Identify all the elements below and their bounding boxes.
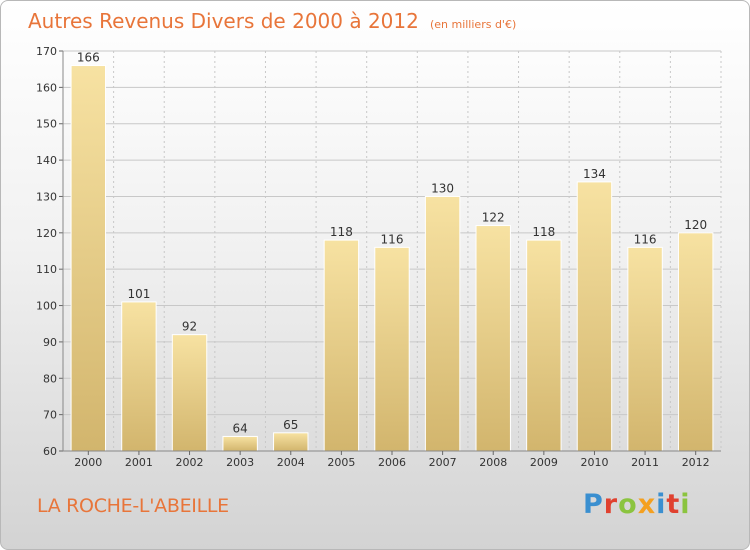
logo-letter: x <box>637 489 657 520</box>
chart-title: Autres Revenus Divers de 2000 à 2012 (en… <box>28 9 516 33</box>
x-tick-label: 2004 <box>277 456 305 469</box>
chart-title-text: Autres Revenus Divers de 2000 à 2012 <box>28 9 419 33</box>
bar-2003 <box>222 435 258 452</box>
y-tick-label: 80 <box>43 372 57 385</box>
y-tick-label: 100 <box>36 300 57 313</box>
x-tick-label: 2010 <box>580 456 608 469</box>
bar-value-label: 116 <box>381 232 404 246</box>
y-tick-label: 130 <box>36 190 57 203</box>
bar-2001 <box>121 301 157 452</box>
commune-name: LA ROCHE-L'ABEILLE <box>37 495 229 517</box>
x-tick-label: 2011 <box>631 456 659 469</box>
bar-value-label: 120 <box>684 218 707 232</box>
y-tick-label: 140 <box>36 154 57 167</box>
x-tick-label: 2006 <box>378 456 406 469</box>
x-tick-label: 2005 <box>327 456 355 469</box>
x-tick-label: 2002 <box>176 456 204 469</box>
y-tick-label: 110 <box>36 263 57 276</box>
x-tick-label: 2001 <box>125 456 153 469</box>
x-tick-label: 2003 <box>226 456 254 469</box>
y-tick-label: 60 <box>43 445 57 458</box>
logo-letter: P <box>583 489 604 520</box>
logo-letter: i <box>656 489 667 520</box>
y-tick-label: 70 <box>43 409 57 422</box>
bar-value-label: 166 <box>77 51 100 65</box>
bar-value-label: 116 <box>634 232 657 246</box>
bar-value-label: 64 <box>233 421 248 435</box>
bar-2004 <box>273 432 309 452</box>
x-tick-label: 2000 <box>74 456 102 469</box>
x-tick-label: 2009 <box>530 456 558 469</box>
bar-value-label: 130 <box>431 181 454 195</box>
proxiti-logo[interactable]: Proxiti <box>583 489 691 520</box>
bar-value-label: 65 <box>283 418 298 432</box>
logo-letter: i <box>680 489 691 520</box>
bar-2006 <box>374 246 410 452</box>
y-tick-label: 120 <box>36 227 57 240</box>
bar-value-label: 134 <box>583 167 606 181</box>
x-tick-label: 2012 <box>682 456 710 469</box>
logo-letter: o <box>618 489 638 520</box>
logo-letter: r <box>603 489 619 520</box>
bar-value-label: 122 <box>482 211 505 225</box>
y-tick-label: 90 <box>43 336 57 349</box>
bar-2008 <box>475 225 511 452</box>
bar-2005 <box>323 239 360 452</box>
chart-unit: (en milliers d'€) <box>429 18 517 31</box>
bar-2012 <box>677 232 714 452</box>
bar-2002 <box>171 334 208 452</box>
bar-value-label: 118 <box>330 225 353 239</box>
bar-2010 <box>576 181 613 452</box>
bar-2007 <box>424 195 461 452</box>
bar-2000 <box>70 65 107 452</box>
x-tick-label: 2008 <box>479 456 507 469</box>
bar-value-label: 118 <box>532 225 555 239</box>
x-tick-label: 2007 <box>429 456 457 469</box>
logo-letter: t <box>666 489 681 520</box>
bar-2011 <box>627 246 663 452</box>
y-tick-label: 150 <box>36 118 57 131</box>
bar-value-label: 92 <box>182 320 197 334</box>
y-tick-label: 170 <box>36 45 57 58</box>
y-tick-label: 160 <box>36 81 57 94</box>
bar-value-label: 101 <box>127 287 150 301</box>
bar-2009 <box>526 239 562 452</box>
